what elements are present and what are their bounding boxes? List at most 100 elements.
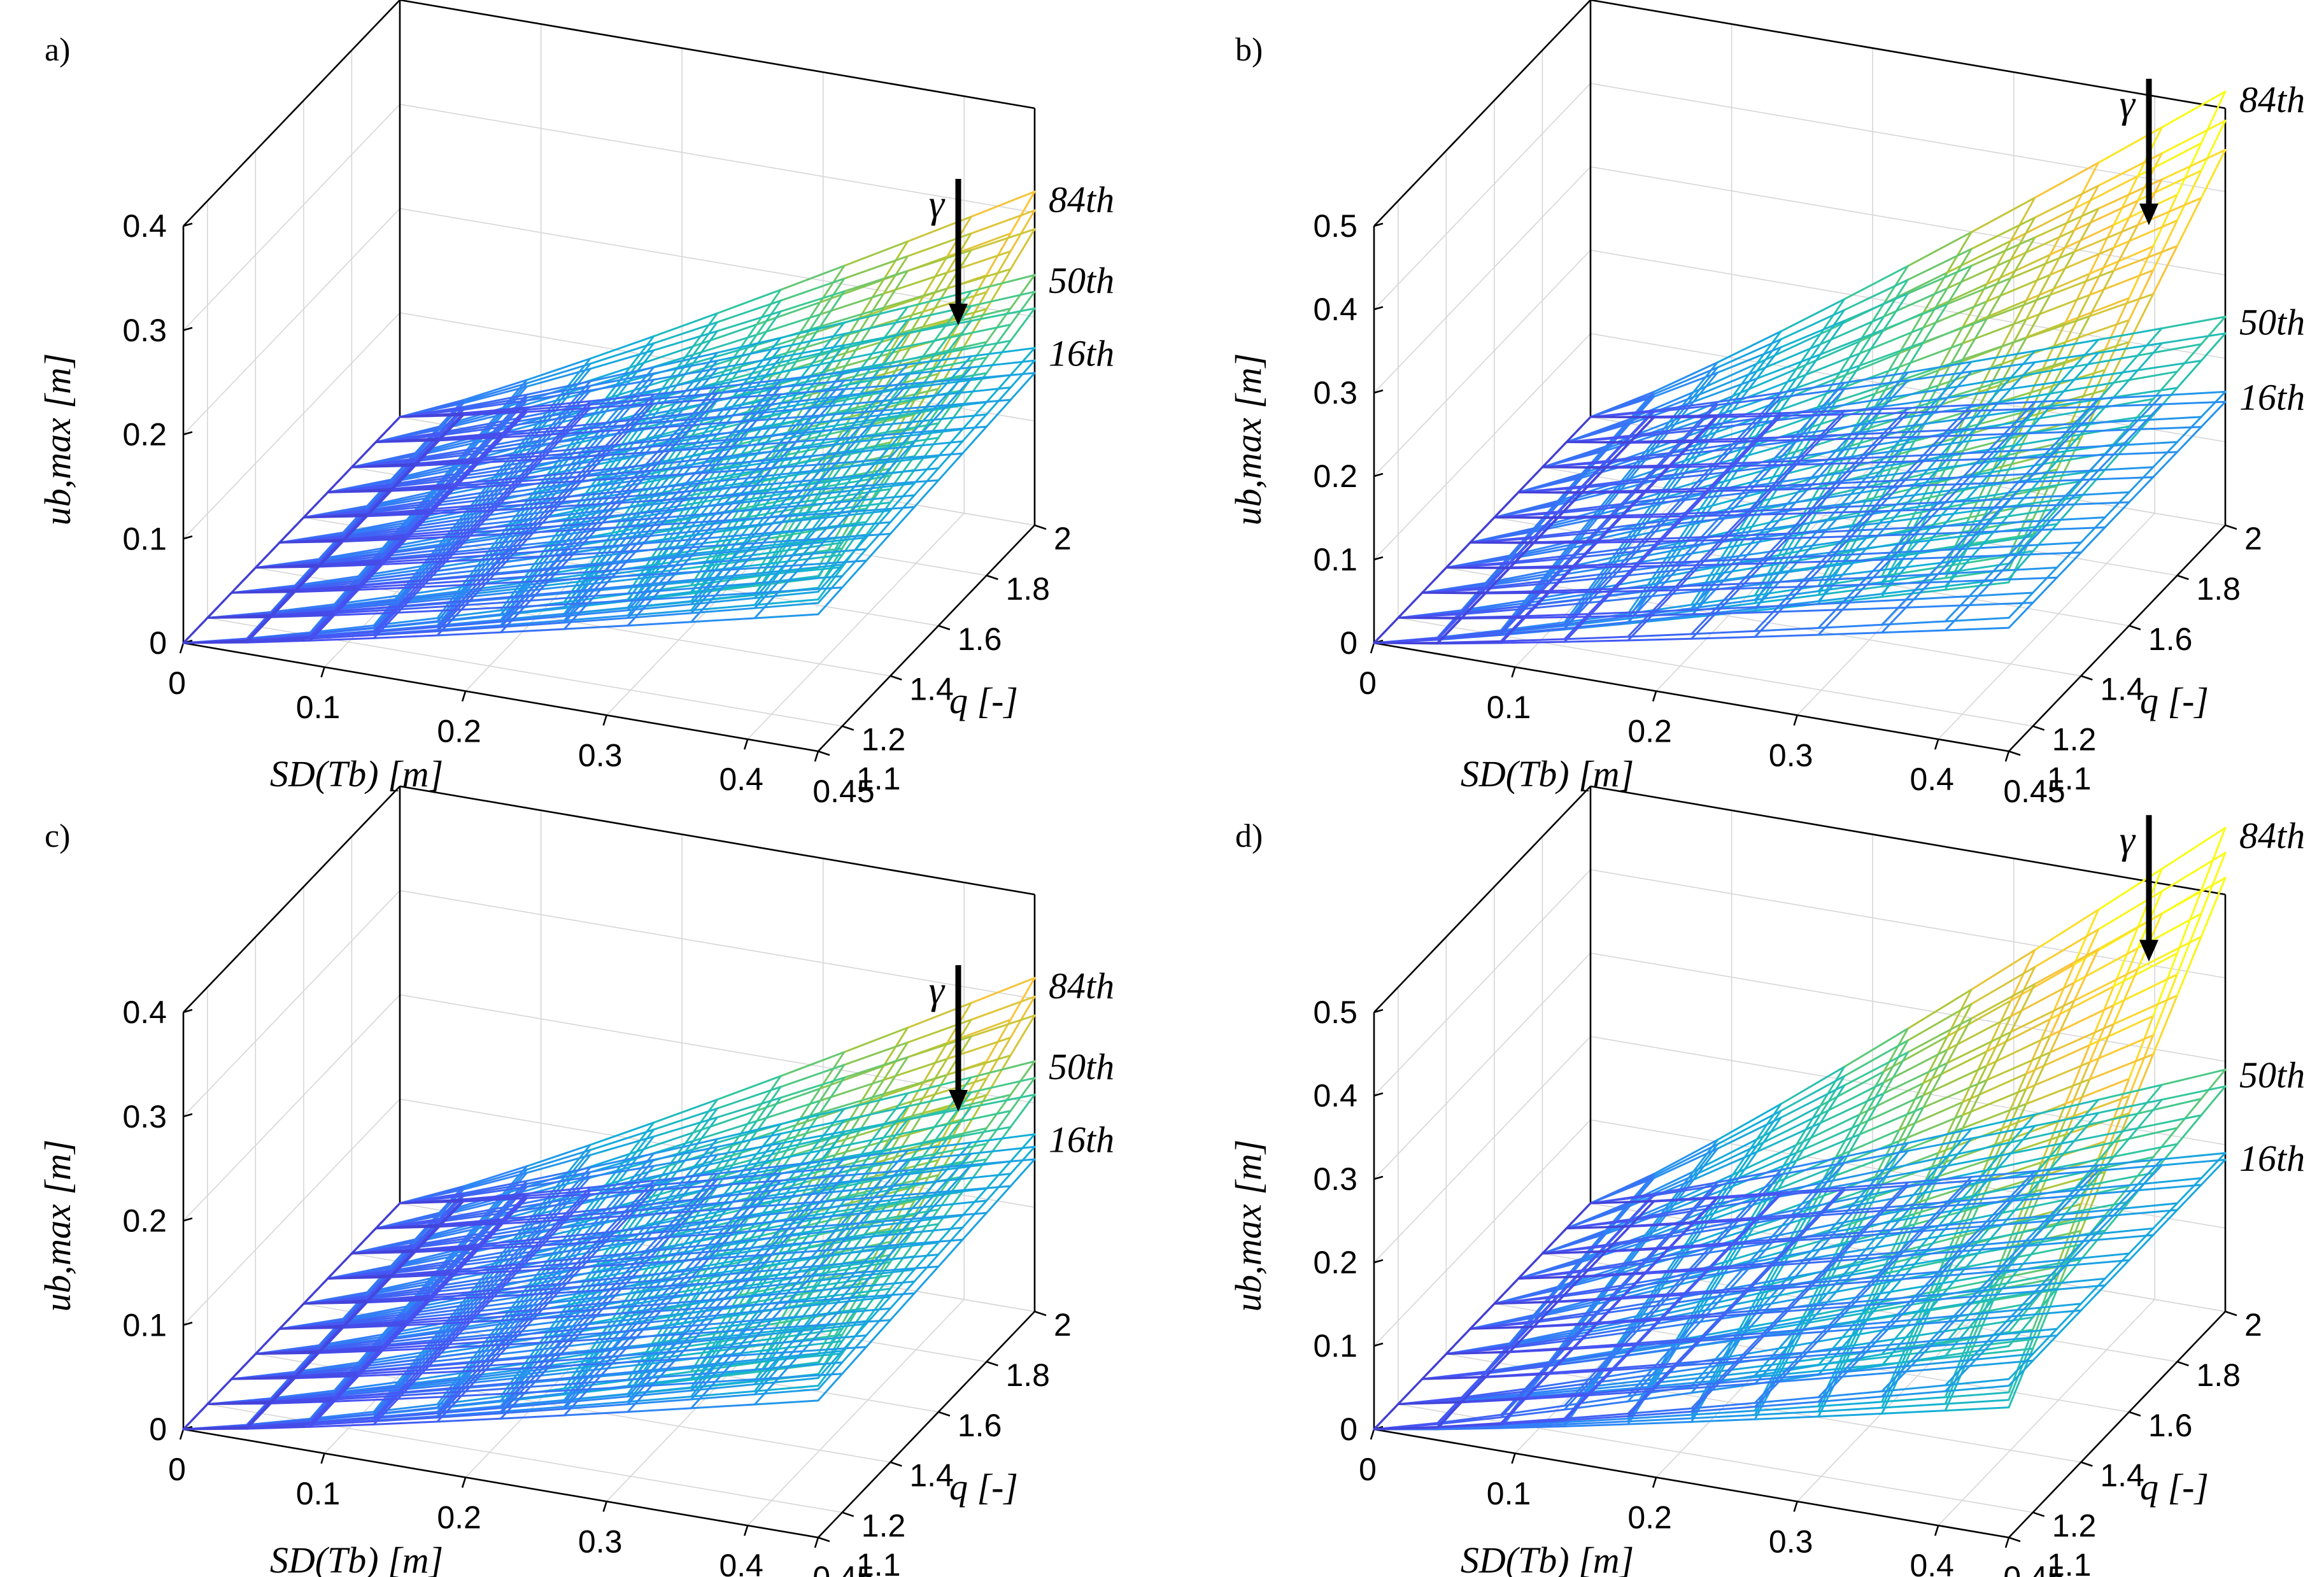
mesh-segment [826, 500, 852, 529]
mesh-segment [795, 406, 821, 435]
mesh-segment [771, 453, 837, 461]
mesh-segment [462, 409, 528, 415]
mesh-segment [532, 516, 599, 525]
mesh-segment [1009, 190, 1036, 235]
mesh-segment [2160, 332, 2227, 344]
mesh-segment [841, 536, 868, 566]
mesh-segment [732, 441, 797, 448]
percentile-label-84th: 84th [1049, 179, 1114, 220]
mesh-segment [484, 574, 550, 581]
mesh-segment [683, 464, 710, 493]
mesh-segment [406, 513, 432, 541]
mesh-segment [1699, 562, 1765, 567]
mesh-segment [327, 490, 392, 493]
mesh-segment [898, 430, 925, 460]
arrow-head [949, 304, 968, 325]
mesh-segment [246, 633, 311, 640]
x-tick-mark [179, 1429, 185, 1440]
mesh-segment [898, 409, 925, 438]
mesh-segment [333, 602, 399, 611]
mesh-segment [1850, 533, 1916, 538]
mesh-segment [453, 483, 520, 490]
mesh-segment [858, 390, 885, 419]
mesh-segment [692, 351, 718, 383]
mesh-segment [1009, 372, 1036, 401]
mesh-segment [1541, 466, 1607, 469]
mesh-segment [771, 432, 797, 461]
axis-edge [1373, 0, 1591, 227]
mesh-segment [1629, 391, 1695, 420]
mesh-segment [674, 537, 701, 567]
mesh-segment [635, 537, 701, 546]
mesh-segment [1548, 588, 1614, 592]
mesh-segment [309, 624, 375, 633]
mesh-segment [985, 339, 1012, 374]
mesh-segment [1922, 283, 1988, 314]
mesh-segment [620, 470, 646, 499]
mesh-segment [1587, 611, 1654, 615]
mesh-segment [738, 496, 765, 530]
mesh-segment [1826, 455, 1892, 476]
mesh-segment [747, 479, 812, 488]
mesh-segment [548, 510, 574, 546]
mesh-segment [747, 450, 774, 479]
mesh-segment [556, 496, 622, 504]
mesh-segment [692, 392, 718, 420]
mesh-segment [508, 548, 574, 555]
mesh-segment [565, 357, 592, 390]
mesh-segment [690, 578, 716, 612]
mesh-segment [970, 372, 1036, 380]
mesh-segment [478, 455, 544, 462]
mesh-segment [587, 567, 653, 579]
mesh-segment [732, 323, 758, 360]
mesh-segment [580, 434, 607, 464]
mesh-segment [843, 363, 909, 374]
mesh-segment [946, 355, 972, 385]
mesh-segment [294, 577, 360, 588]
mesh-segment [755, 414, 821, 421]
mesh-segment [508, 531, 535, 560]
mesh-segment [653, 351, 718, 369]
mesh-segment [1771, 378, 1837, 406]
mesh-segment [922, 308, 988, 328]
mesh-segment [802, 560, 868, 566]
mesh-segment [707, 438, 734, 467]
mesh-segment [786, 479, 812, 508]
mesh-segment [1826, 558, 1892, 563]
mesh-segment [644, 427, 710, 441]
axis-edge [2008, 525, 2226, 752]
mesh-segment [1580, 491, 1647, 494]
mesh-segment [502, 411, 528, 439]
mesh-segment [493, 479, 559, 492]
mesh-segment [795, 363, 821, 396]
mesh-segment [611, 524, 638, 556]
mesh-segment [469, 509, 495, 537]
mesh-segment [1778, 542, 1844, 556]
mesh-segment [500, 628, 565, 633]
mesh-segment [406, 532, 471, 538]
mesh-segment [1699, 491, 1765, 510]
axis-edge [399, 785, 1035, 896]
mesh-segment [716, 299, 782, 323]
mesh-segment [436, 609, 463, 637]
x-tick-mark [179, 642, 185, 654]
mesh-segment [817, 554, 844, 589]
mesh-segment [390, 483, 456, 490]
mesh-segment [723, 515, 789, 522]
mesh-segment [1563, 639, 1629, 643]
mesh-segment [738, 543, 804, 552]
x-tick-mark [814, 1537, 819, 1548]
mesh-segment [478, 458, 544, 464]
mesh-segment [508, 539, 574, 548]
mesh-segment [826, 533, 891, 540]
mesh-segment [683, 485, 749, 493]
mesh-segment [532, 506, 559, 534]
mesh-segment [517, 475, 583, 483]
mesh-segment [732, 360, 797, 380]
mesh-segment [309, 612, 336, 640]
mesh-segment [1883, 435, 1948, 439]
mesh-segment [874, 446, 900, 476]
mesh-segment [421, 560, 447, 588]
mesh-segment [406, 502, 432, 531]
